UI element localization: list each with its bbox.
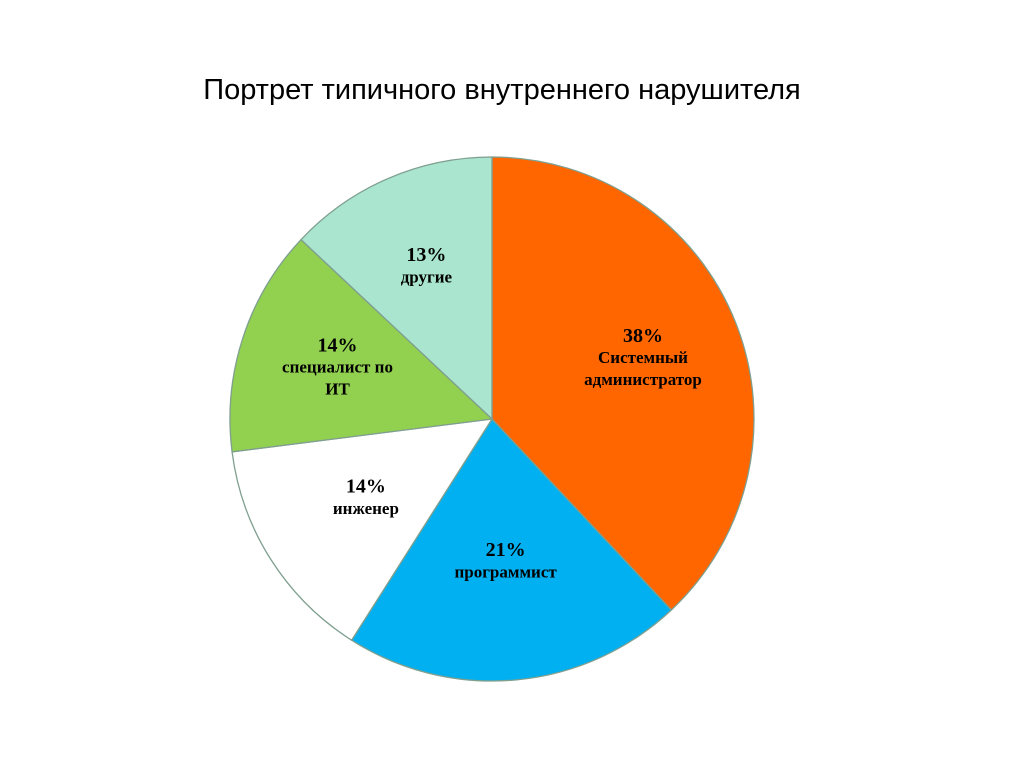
slice-percent-engineer: 14% (346, 476, 386, 498)
slice-percent-it-specialist: 14% (318, 334, 358, 356)
slice-category-system-administrator: администратор (584, 370, 702, 389)
slice-percent-system-administrator: 38% (623, 325, 663, 347)
chart-title: Портрет типичного внутреннего нарушителя (203, 74, 801, 106)
slice-label-engineer: 14%инженер (333, 476, 399, 518)
slice-category-system-administrator: Системный (598, 348, 688, 367)
slice-label-others: 13%другие (401, 244, 453, 286)
slice-percent-programmer: 21% (486, 539, 526, 561)
slice-category-programmer: программист (454, 562, 557, 581)
slice-label-programmer: 21%программист (454, 539, 557, 581)
pie-slice-it-specialist (229, 238, 494, 453)
pie-slice-programmer (350, 417, 673, 682)
slice-label-it-specialist: 14% специалист по ИТ (282, 334, 393, 398)
slice-category-engineer: инженер (333, 499, 399, 518)
pie-slice-others (300, 156, 493, 421)
slice-percent-others: 13% (406, 244, 446, 266)
pie-slice-system-administrator (491, 156, 755, 611)
slice-label-system-administrator: 38%Системный администратор (584, 325, 702, 389)
slice-category-others: другие (401, 267, 453, 286)
pie-slice-engineer (231, 418, 494, 642)
slice-category-it-specialist: ИТ (325, 380, 350, 399)
slice-category-it-specialist: специалист по (282, 358, 393, 377)
